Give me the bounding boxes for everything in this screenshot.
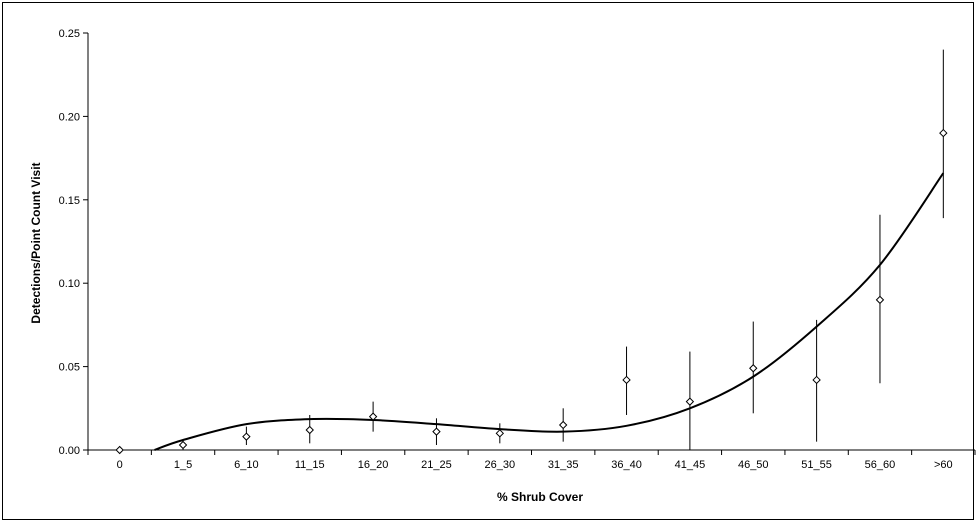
x-tick-label: 11_15 <box>295 459 325 471</box>
data-point <box>749 364 758 373</box>
data-point <box>305 425 314 435</box>
y-axis-title: Detections/Point Count Visit <box>29 162 43 323</box>
y-tick-label: 0.00 <box>59 445 80 457</box>
x-tick-labels: 0 1_5 6_10 11_15 16_20 21_25 26_30 31_35 36_40 41… <box>117 459 953 471</box>
x-tick-label: 36_40 <box>611 459 642 471</box>
trendline <box>154 172 945 451</box>
x-tick-label: 31_35 <box>548 459 579 471</box>
data-point <box>685 397 695 406</box>
y-tick-label: 0.15 <box>59 195 80 207</box>
x-tick-label: 21_25 <box>421 459 452 471</box>
data-points-group <box>115 128 948 455</box>
y-tick-label: 0.20 <box>59 111 80 123</box>
y-tick-label: 0.05 <box>59 362 80 374</box>
x-tick-label: 6_10 <box>234 459 258 471</box>
x-tick-label: 46_50 <box>738 459 769 471</box>
x-tick-label: 51_55 <box>801 459 832 471</box>
data-point <box>622 375 631 385</box>
x-tick-label: 0 <box>117 459 123 471</box>
data-point <box>558 420 568 430</box>
data-point <box>178 440 188 450</box>
data-point <box>939 128 948 138</box>
data-point <box>812 375 821 385</box>
data-point <box>368 412 378 421</box>
y-tick-labels: 0.00 0.05 0.10 0.15 0.20 0.25 <box>59 28 80 457</box>
x-axis-title: % Shrub Cover <box>497 490 583 504</box>
data-point <box>115 445 124 455</box>
x-tick-label: 1_5 <box>174 459 192 471</box>
error-bars-group <box>182 49 944 450</box>
trendline-group <box>154 172 945 451</box>
x-tick-label: 56_60 <box>865 459 896 471</box>
data-point <box>495 429 505 438</box>
y-tick-label: 0.10 <box>59 278 80 290</box>
x-tick-label: >60 <box>934 459 953 471</box>
axes-group <box>83 32 976 455</box>
y-tick-label: 0.25 <box>59 28 80 40</box>
x-tick-label: 41_45 <box>675 459 706 471</box>
x-tick-label: 16_20 <box>358 459 389 471</box>
data-point <box>432 427 441 436</box>
x-tick-label: 26_30 <box>485 459 516 471</box>
data-point <box>875 295 885 305</box>
data-point <box>242 432 251 441</box>
